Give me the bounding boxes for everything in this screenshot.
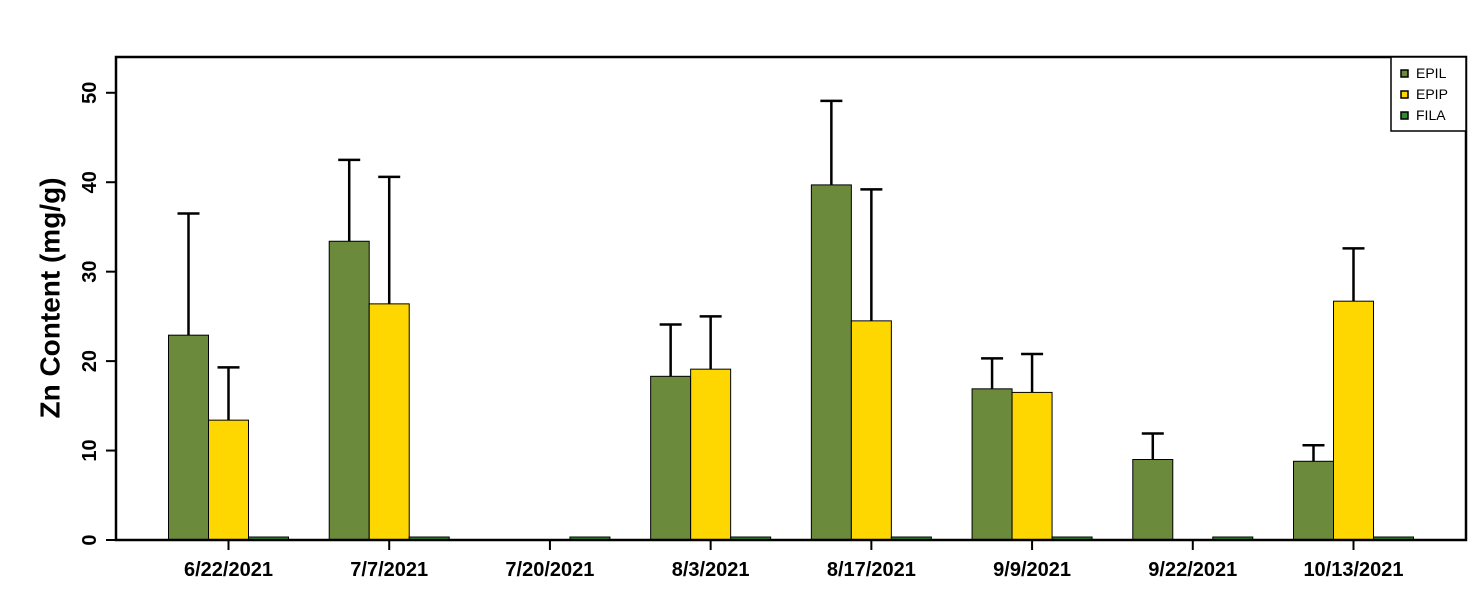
legend-swatch-fila: [1400, 111, 1409, 120]
bar-epip-1: [368, 303, 410, 541]
legend-label-epil: EPIL: [1416, 65, 1447, 81]
legend-label-fila: FILA: [1416, 107, 1446, 123]
axes-layer: 0 10 20 30 40 50 6/22/2021 7/7/2021 7/20/2021 8/3…: [79, 55, 1468, 581]
y-tick-label: 10: [79, 439, 101, 461]
bar-epil-5: [971, 388, 1013, 541]
legend-swatch-epip: [1400, 90, 1409, 99]
x-tick-label: 7/20/2021: [505, 559, 594, 581]
bar-epil-6: [1132, 459, 1174, 541]
bar-epip-4: [850, 320, 892, 541]
y-axis-title: Zn Content (mg/g): [34, 177, 65, 418]
plot-frame: [114, 55, 1468, 542]
bar-epil-0: [168, 334, 209, 541]
x-tick-label: 9/9/2021: [993, 559, 1071, 581]
y-tick-label: 30: [79, 261, 101, 283]
legend-label-epip: EPIP: [1416, 86, 1448, 102]
bar-epip-3: [690, 368, 732, 541]
x-tick-label: 8/3/2021: [672, 559, 750, 581]
x-tick-label: 6/22/2021: [184, 559, 273, 581]
x-tick-label: 10/13/2021: [1303, 559, 1403, 581]
bar-epil-4: [810, 184, 852, 541]
legend: EPIL EPIP FILA: [1390, 56, 1467, 132]
bar-epil-1: [328, 240, 370, 541]
y-tick-label: 50: [79, 82, 101, 104]
x-tick-label: 7/7/2021: [350, 559, 428, 581]
y-tick-label: 0: [79, 534, 101, 545]
bar-epip-0: [208, 419, 249, 541]
y-tick-label: 40: [79, 171, 101, 193]
x-tick-label: 8/17/2021: [827, 559, 916, 581]
bar-epip-7: [1333, 300, 1374, 541]
bar-epip-5: [1011, 391, 1053, 541]
legend-swatch-epil: [1400, 69, 1409, 78]
error-bars-layer: [177, 99, 1365, 462]
bars-layer: [168, 184, 1414, 541]
bar-epil-3: [650, 375, 692, 541]
x-tick-label: 9/22/2021: [1148, 559, 1237, 581]
bar-epil-7: [1293, 460, 1334, 541]
y-tick-label: 20: [79, 350, 101, 372]
